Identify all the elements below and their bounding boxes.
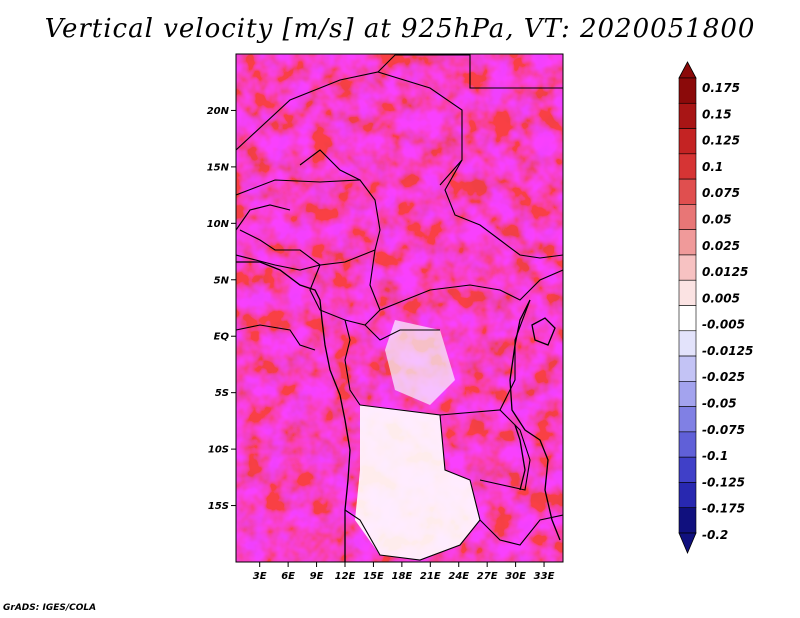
colorbar-label: -0.075 bbox=[702, 423, 745, 437]
colorbar-swatch bbox=[678, 128, 697, 155]
colorbar-label: 0.025 bbox=[702, 239, 740, 253]
lat-label: EQ bbox=[214, 332, 230, 343]
colorbar-label: -0.0125 bbox=[702, 344, 753, 358]
credit-label: GrADS: IGES/COLA bbox=[3, 603, 97, 613]
colorbar-swatch bbox=[678, 77, 697, 104]
lat-label: 15S bbox=[208, 501, 229, 512]
lat-label: 10S bbox=[208, 445, 229, 456]
lon-label: 30E bbox=[505, 571, 526, 582]
lon-label: 21E bbox=[420, 571, 441, 582]
colorbar-label: -0.005 bbox=[702, 318, 745, 332]
lat-label: 15N bbox=[207, 162, 230, 173]
colorbar-label: 0.1 bbox=[702, 160, 723, 174]
colorbar-swatch bbox=[678, 431, 697, 458]
lat-label: 10N bbox=[207, 219, 230, 230]
colorbar-label: -0.1 bbox=[702, 449, 728, 463]
latitude-axis: 20N 15N 10N 5N EQ 5S 10S 15S bbox=[207, 106, 236, 512]
colorbar-swatch bbox=[678, 254, 697, 281]
chart-title: Vertical velocity [m/s] at 925hPa, VT: 2… bbox=[44, 14, 756, 44]
colorbar-swatch bbox=[678, 153, 697, 180]
colorbar-swatch bbox=[678, 178, 697, 205]
lat-label: 5N bbox=[214, 275, 230, 286]
lon-label: 12E bbox=[335, 571, 356, 582]
colorbar-swatch bbox=[678, 204, 697, 230]
colorbar-label: -0.125 bbox=[702, 475, 745, 489]
longitude-axis: 3E 6E 9E 12E 15E 18E 21E 24E 27E 30E 33E bbox=[253, 562, 555, 582]
colorbar-label: -0.175 bbox=[702, 502, 745, 516]
colorbar-label: 0.075 bbox=[702, 186, 740, 200]
lon-label: 9E bbox=[310, 571, 324, 582]
colorbar-label: 0.005 bbox=[702, 291, 740, 305]
colorbar-swatch bbox=[678, 355, 697, 382]
velocity-field bbox=[236, 54, 563, 562]
colorbar-swatch bbox=[678, 229, 697, 256]
plot-frame bbox=[235, 53, 564, 563]
colorbar-arrow-bottom bbox=[678, 532, 697, 555]
country-borders bbox=[236, 54, 563, 561]
colorbar-label: 0.05 bbox=[702, 212, 732, 226]
colorbar-arrow-top bbox=[678, 61, 697, 79]
calm-region bbox=[385, 320, 455, 405]
lon-label: 33E bbox=[534, 571, 555, 582]
colorbar: 0.175 0.15 0.125 0.1 0.075 0.05 0.025 0.0125 0.0… bbox=[678, 61, 753, 555]
colorbar-swatch bbox=[678, 482, 697, 509]
lon-label: 3E bbox=[253, 571, 267, 582]
colorbar-label: -0.2 bbox=[702, 528, 728, 542]
colorbar-swatch bbox=[678, 305, 697, 332]
coastline bbox=[236, 261, 561, 562]
colorbar-label: 0.175 bbox=[702, 81, 740, 95]
lat-label: 20N bbox=[207, 106, 230, 117]
lon-label: 6E bbox=[281, 571, 295, 582]
colorbar-swatch bbox=[678, 381, 697, 407]
colorbar-swatch bbox=[678, 406, 697, 433]
lon-label: 27E bbox=[477, 571, 498, 582]
colorbar-swatch bbox=[678, 456, 697, 483]
calm-region bbox=[355, 405, 480, 560]
lat-label: 5S bbox=[215, 388, 229, 399]
colorbar-label: 0.15 bbox=[702, 107, 732, 121]
lon-label: 15E bbox=[363, 571, 384, 582]
colorbar-swatch bbox=[678, 507, 697, 534]
colorbar-label: 0.0125 bbox=[702, 265, 748, 279]
lon-label: 18E bbox=[391, 571, 412, 582]
colorbar-label: 0.125 bbox=[702, 134, 740, 148]
colorbar-label: -0.05 bbox=[702, 397, 737, 411]
colorbar-swatch bbox=[678, 279, 697, 306]
colorbar-swatch bbox=[678, 102, 697, 129]
colorbar-label: -0.025 bbox=[702, 370, 745, 384]
colorbar-swatch bbox=[678, 330, 697, 357]
lon-label: 24E bbox=[448, 571, 469, 582]
